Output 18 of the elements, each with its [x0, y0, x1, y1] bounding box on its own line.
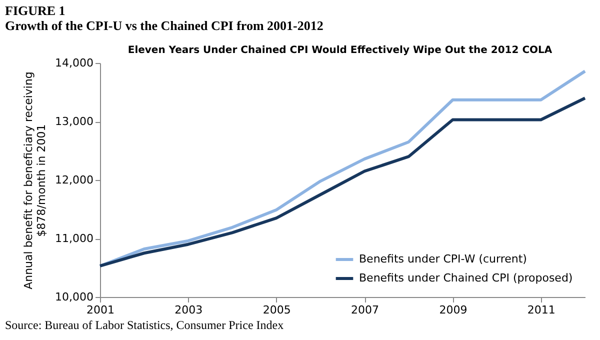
y-axis-title: Annual benefit for beneficiary receiving $878/month in 2001: [22, 72, 48, 290]
chart-subtitle: Growth of the CPI-U vs the Chained CPI from 2001-2012: [5, 18, 324, 33]
y-tick-label: 10,000: [55, 290, 94, 304]
y-tick-label: 12,000: [55, 174, 94, 186]
chart-title: FIGURE 1: [5, 3, 66, 18]
x-tick-label: 2007: [351, 304, 380, 316]
legend-label: Benefits under Chained CPI (proposed): [359, 272, 573, 284]
x-tick-label: 2011: [527, 304, 556, 316]
y-tick-label: 13,000: [55, 115, 94, 128]
source-note: Source: Bureau of Labor Statistics, Consumer Price Index: [5, 318, 284, 332]
x-tick-label: 2009: [439, 304, 468, 316]
y-tick-label: 14,000: [55, 56, 94, 70]
x-tick-label: 2001: [86, 304, 114, 316]
y-tick-label: 11,000: [55, 232, 94, 245]
x-tick-label: 2005: [262, 304, 291, 316]
x-tick-label: 2003: [174, 304, 203, 316]
legend-label: Benefits under CPI-W (current): [359, 252, 527, 266]
text: Eleven Years Under Chained CPI Would Effectively Wipe Out the 2012 COLA: [128, 45, 552, 56]
